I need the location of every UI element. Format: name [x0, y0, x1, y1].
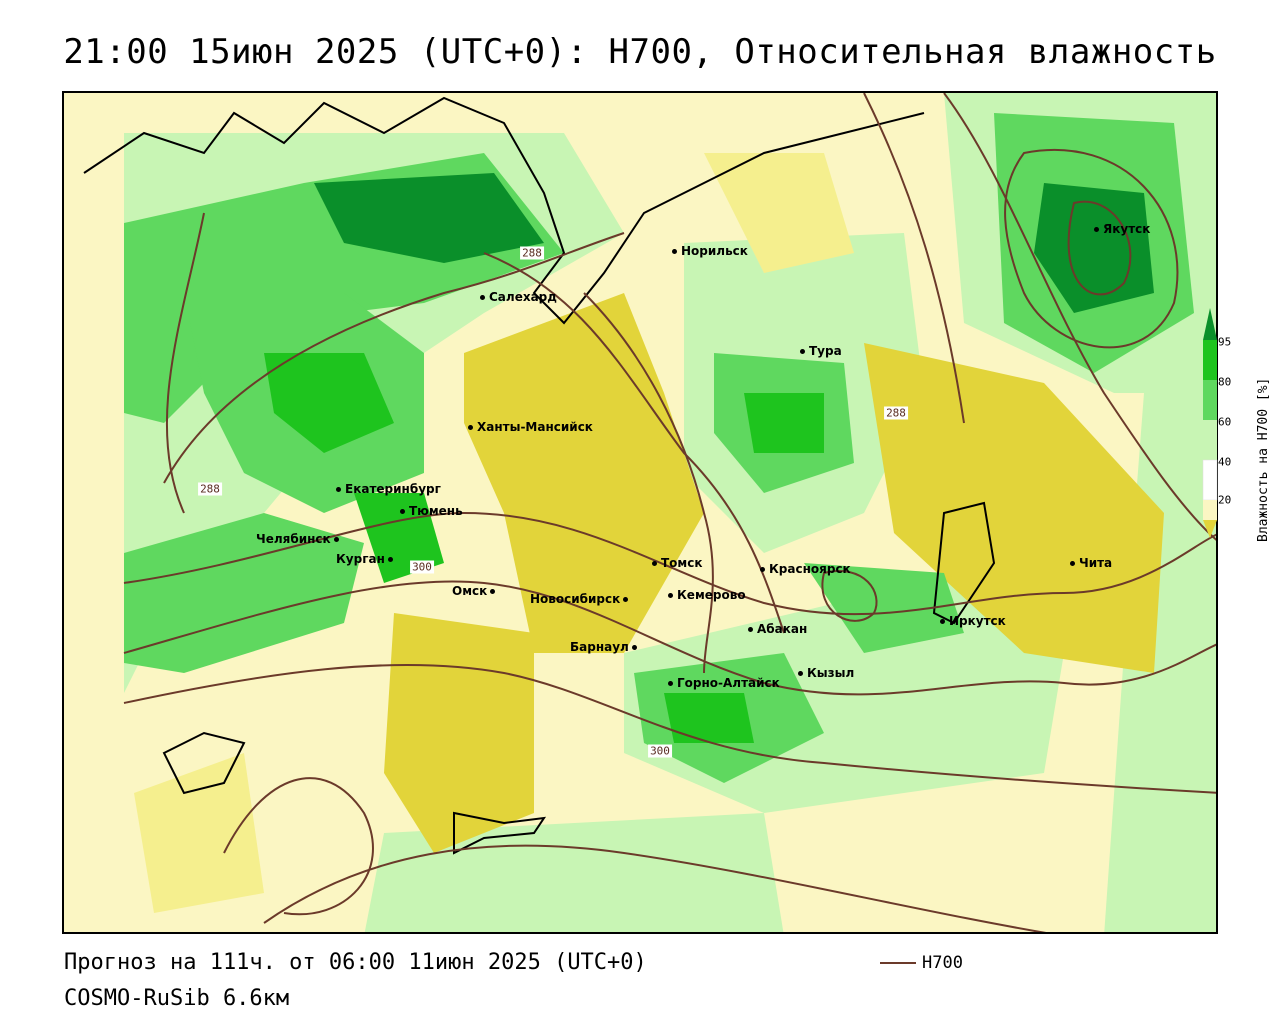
map-title: 21:00 15июн 2025 (UTC+0): H700, Относите…: [63, 32, 1217, 72]
contour-label-288-west: 288: [198, 482, 222, 496]
city-kurgan[interactable]: Курган: [336, 552, 397, 566]
city-yekaterinburg[interactable]: Екатеринбург: [336, 482, 441, 496]
map-panel[interactable]: 288 288 288 300 300 Якутск Норильск Сале…: [62, 91, 1218, 934]
city-chita[interactable]: Чита: [1070, 556, 1112, 570]
city-marker-icon: [631, 645, 637, 650]
city-abakan[interactable]: Абакан: [748, 622, 807, 636]
colorbar-tick-20: 20: [1218, 493, 1232, 507]
city-yakutsk[interactable]: Якутск: [1094, 222, 1150, 236]
city-marker-icon: [333, 537, 339, 542]
city-salekhard[interactable]: Салехард: [480, 290, 557, 304]
city-marker-icon: [387, 557, 393, 562]
city-marker-icon: [480, 295, 485, 300]
contour-label-288-north: 288: [520, 246, 544, 260]
city-tyumen[interactable]: Тюмень: [400, 504, 463, 518]
city-marker-icon: [652, 561, 657, 566]
city-kyzyl[interactable]: Кызыл: [798, 666, 854, 680]
city-barnaul[interactable]: Барнаул: [570, 640, 641, 654]
city-novosibirsk[interactable]: Новосибирск: [530, 592, 632, 606]
colorbar-title: Влажность на H700 [%]: [1256, 377, 1271, 543]
city-marker-icon: [1070, 561, 1075, 566]
city-marker-icon: [940, 619, 945, 624]
city-marker-icon: [400, 509, 405, 514]
humidity-colorbar: [1202, 308, 1218, 538]
contour-label-288-east: 288: [884, 406, 908, 420]
contour-label-300-south: 300: [648, 744, 672, 758]
colorbar-tick-95: 95: [1218, 335, 1232, 349]
city-tura[interactable]: Тура: [800, 344, 842, 358]
city-kemerovo[interactable]: Кемерово: [668, 588, 746, 602]
city-marker-icon: [760, 567, 765, 572]
city-marker-icon: [336, 487, 341, 492]
colorbar-tick-40: 40: [1218, 455, 1232, 469]
colorbar-tick-80: 80: [1218, 375, 1232, 389]
city-marker-icon: [623, 597, 629, 602]
contour-line-swatch: [880, 962, 916, 964]
city-omsk[interactable]: Омск: [452, 584, 499, 598]
city-khanty-mansiysk[interactable]: Ханты-Мансийск: [468, 420, 593, 434]
city-marker-icon: [748, 627, 753, 632]
city-marker-icon: [672, 249, 677, 254]
contour-legend-label: H700: [922, 953, 963, 973]
city-gorno-altaysk[interactable]: Горно-Алтайск: [668, 676, 780, 690]
model-name: COSMO-RuSib 6.6км: [64, 986, 290, 1011]
city-krasnoyarsk[interactable]: Красноярск: [760, 562, 851, 576]
city-tomsk[interactable]: Томск: [652, 556, 703, 570]
city-marker-icon: [468, 425, 473, 430]
humidity-field: [64, 93, 1216, 932]
city-norilsk[interactable]: Норильск: [672, 244, 748, 258]
city-marker-icon: [800, 349, 805, 354]
contour-label-300-center: 300: [410, 560, 434, 574]
city-marker-icon: [1094, 227, 1099, 232]
city-chelyabinsk[interactable]: Челябинск: [256, 532, 343, 546]
colorbar-tick-60: 60: [1218, 415, 1232, 429]
city-marker-icon: [490, 589, 496, 594]
city-marker-icon: [668, 681, 673, 686]
city-marker-icon: [668, 593, 673, 598]
contour-legend: H700: [880, 953, 963, 973]
city-marker-icon: [798, 671, 803, 676]
forecast-info: Прогноз на 111ч. от 06:00 11июн 2025 (UT…: [64, 950, 647, 975]
city-irkutsk[interactable]: Иркутск: [940, 614, 1006, 628]
